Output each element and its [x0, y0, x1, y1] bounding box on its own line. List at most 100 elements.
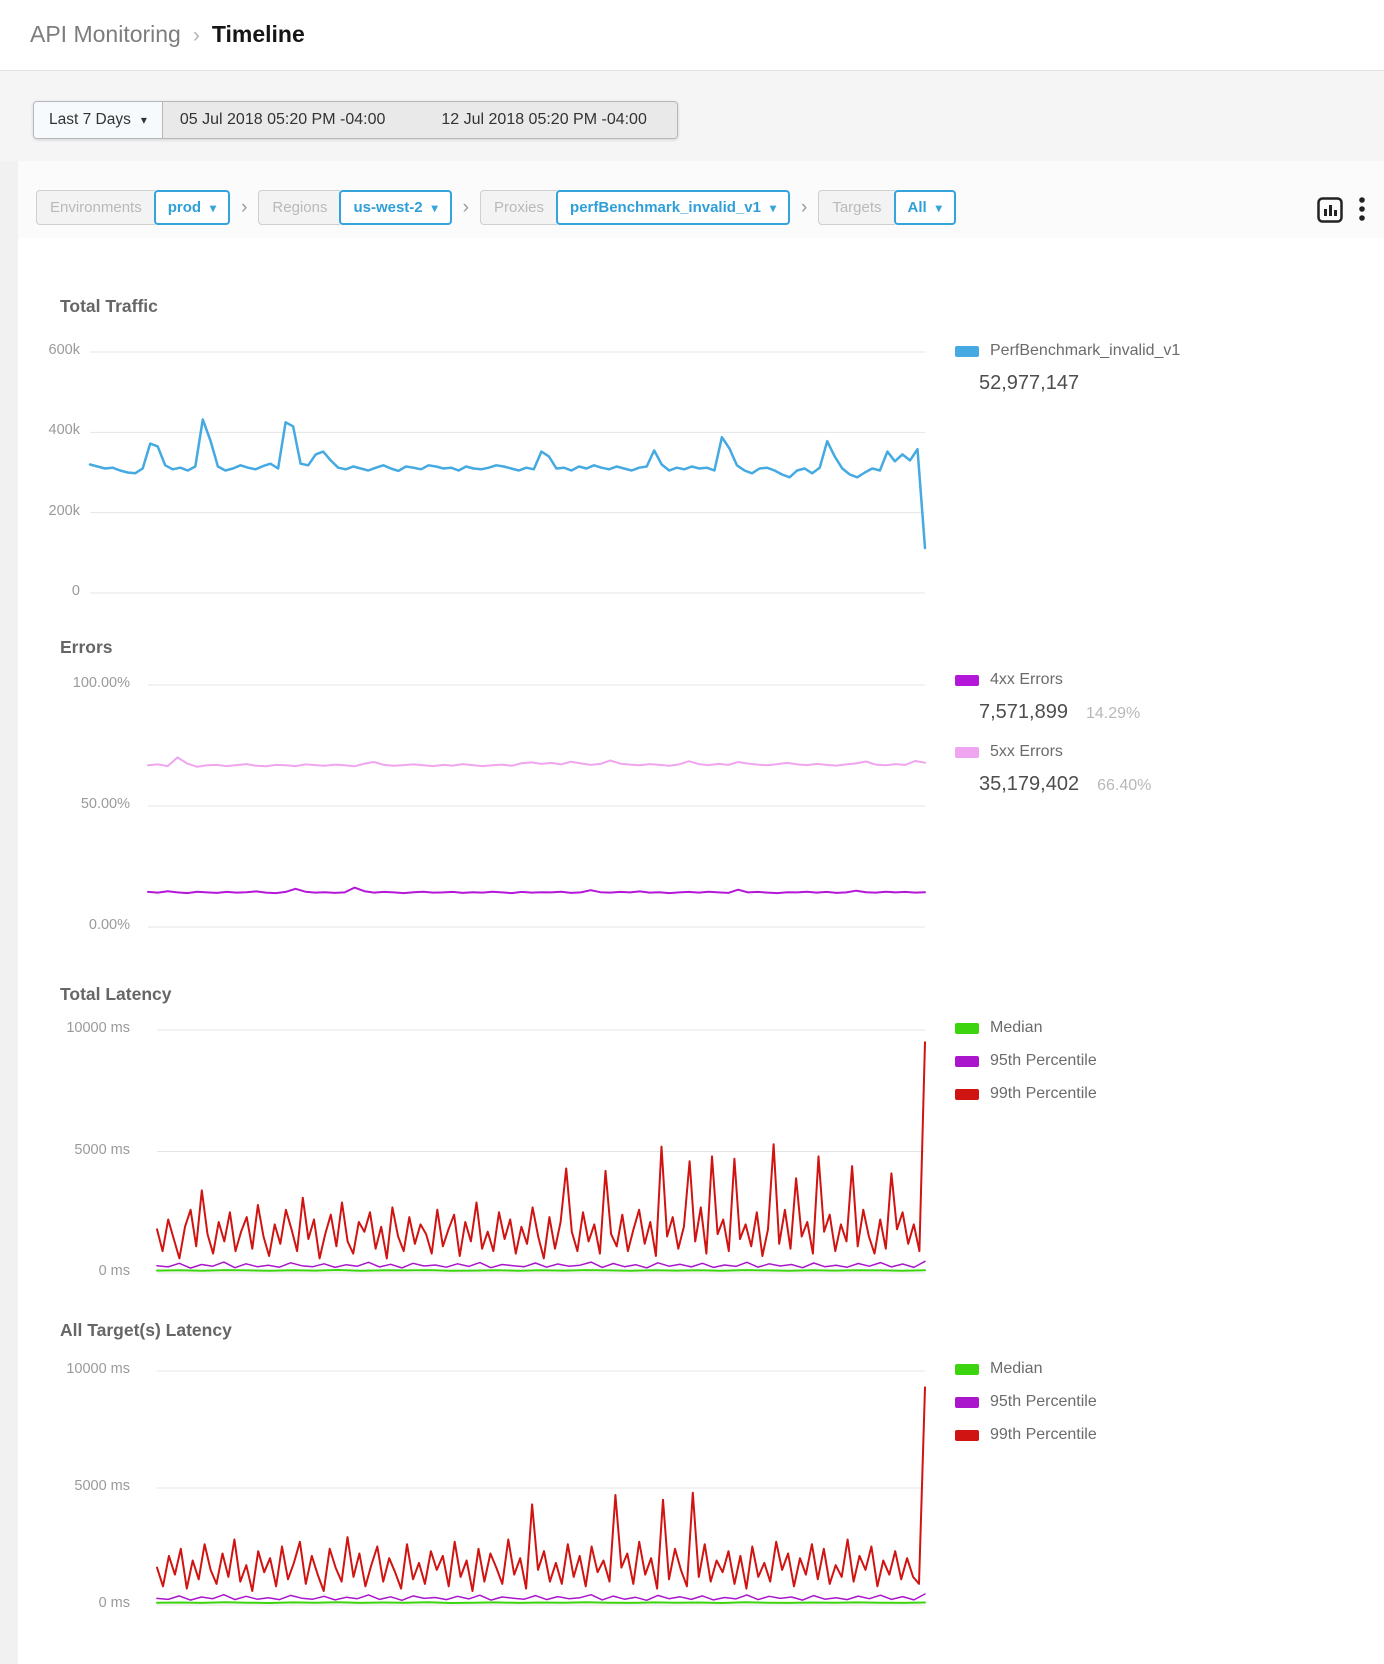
filter-environments: Environments prod ▾ — [36, 190, 231, 225]
y-axis-tick-label: 0 ms — [98, 1595, 130, 1611]
y-axis-tick-label: 0.00% — [88, 917, 130, 933]
legend-item: 99th Percentile — [955, 1082, 1097, 1106]
series-swatch — [955, 1363, 979, 1375]
errors-4xx-count: 7,571,899 — [979, 701, 1068, 723]
view-actions — [1317, 196, 1366, 224]
chart-title-total-traffic: Total Traffic — [60, 296, 158, 316]
total-traffic-legend: PerfBenchmark_invalid_v1 52,977,147 — [955, 339, 1180, 411]
caret-down-icon: ▾ — [140, 113, 147, 127]
legend-item: PerfBenchmark_invalid_v1 — [955, 339, 1180, 363]
y-axis-tick-label: 50.00% — [80, 796, 130, 812]
series-total-value: 7,571,899 14.29% — [979, 701, 1151, 724]
y-axis-tick-label: 10000 ms — [66, 1361, 130, 1377]
series-label: 95th Percentile — [990, 1052, 1097, 1069]
series-label: PerfBenchmark_invalid_v1 — [990, 342, 1181, 359]
chart-title-target-latency: All Target(s) Latency — [60, 1320, 232, 1340]
series-swatch — [955, 1396, 979, 1408]
y-axis-tick-label: 10000 ms — [66, 1020, 130, 1036]
series-label: 99th Percentile — [990, 1085, 1097, 1102]
filter-controls: Environments prod ▾ › Regions us-west-2 … — [36, 190, 956, 225]
filter-proxies-value: perfBenchmark_invalid_v1 — [570, 199, 761, 216]
filter-proxies-dropdown[interactable]: perfBenchmark_invalid_v1 ▾ — [556, 190, 790, 225]
date-range-preset-button[interactable]: Last 7 Days ▾ — [34, 102, 163, 138]
series-total-value: 35,179,402 66.40% — [979, 773, 1151, 796]
y-axis-tick-label: 200k — [48, 502, 80, 519]
filter-environments-dropdown[interactable]: prod ▾ — [153, 190, 231, 225]
charts-panel — [18, 238, 1384, 1664]
target-latency-legend: Median 95th Percentile 99th Percentile — [955, 1357, 1097, 1456]
y-axis-tick-label: 5000 ms — [74, 1478, 130, 1494]
filter-environments-label: Environments — [36, 190, 155, 225]
breadcrumb-chevron-icon: › — [192, 23, 200, 47]
errors-legend: 4xx Errors 7,571,899 14.29% 5xx Errors 3… — [955, 668, 1151, 812]
legend-item: Median — [955, 1357, 1097, 1381]
date-range-display[interactable]: 05 Jul 2018 05:20 PM -04:00 12 Jul 2018 … — [162, 102, 677, 138]
filter-regions-value: us-west-2 — [353, 199, 423, 216]
errors-5xx-percent: 66.40% — [1097, 777, 1152, 794]
filter-proxies-label: Proxies — [480, 190, 558, 225]
breadcrumb: API Monitoring › Timeline — [30, 21, 305, 48]
y-axis-tick-label: 0 — [71, 583, 80, 599]
y-axis-tick-label: 100.00% — [72, 675, 130, 691]
series-swatch — [955, 345, 979, 357]
total-latency-legend: Median 95th Percentile 99th Percentile — [955, 1016, 1097, 1115]
series-swatch — [955, 1088, 979, 1100]
legend-item: 95th Percentile — [955, 1049, 1097, 1073]
filter-regions-dropdown[interactable]: us-west-2 ▾ — [339, 190, 452, 225]
filter-targets-dropdown[interactable]: All ▾ — [893, 190, 956, 225]
caret-down-icon: ▾ — [935, 200, 942, 215]
chart-title-errors: Errors — [60, 637, 113, 657]
date-range-control: Last 7 Days ▾ 05 Jul 2018 05:20 PM -04:0… — [33, 101, 678, 139]
series-label: 95th Percentile — [990, 1393, 1097, 1410]
y-axis-tick-label: 600k — [48, 342, 80, 358]
filter-targets: Targets All ▾ — [818, 190, 956, 225]
date-range-band: Last 7 Days ▾ 05 Jul 2018 05:20 PM -04:0… — [0, 71, 1384, 161]
traffic-total-count: 52,977,147 — [979, 372, 1080, 394]
caret-down-icon: ▾ — [431, 200, 438, 215]
chart-title-total-latency: Total Latency — [60, 984, 172, 1004]
page-title: Timeline — [211, 21, 305, 47]
series-swatch — [955, 674, 979, 686]
legend-item: 95th Percentile — [955, 1390, 1097, 1414]
range-end-datetime: 12 Jul 2018 05:20 PM -04:00 — [441, 111, 647, 128]
caret-down-icon: ▾ — [210, 200, 217, 215]
kebab-menu-icon — [1359, 197, 1365, 221]
chart-view-toggle-button[interactable] — [1317, 197, 1343, 223]
legend-item: Median — [955, 1016, 1097, 1040]
legend-item: 5xx Errors — [955, 740, 1151, 764]
y-axis-tick-label: 5000 ms — [74, 1141, 130, 1158]
more-options-button[interactable] — [1358, 196, 1366, 224]
filter-regions: Regions us-west-2 ▾ — [258, 190, 452, 225]
y-axis-tick-label: 0 ms — [98, 1263, 130, 1279]
page-header: API Monitoring › Timeline — [0, 0, 1384, 71]
legend-item: 4xx Errors — [955, 668, 1151, 692]
filter-targets-value: All — [907, 199, 927, 216]
filter-regions-label: Regions — [258, 190, 341, 225]
breadcrumb-section-api-monitoring[interactable]: API Monitoring — [30, 21, 181, 47]
legend-item: 99th Percentile — [955, 1423, 1097, 1447]
series-swatch — [955, 1429, 979, 1441]
series-label: 5xx Errors — [990, 743, 1063, 760]
series-label: Median — [990, 1019, 1043, 1036]
errors-4xx-percent: 14.29% — [1085, 705, 1141, 722]
y-axis-tick-label: 400k — [48, 422, 80, 439]
series-label: 99th Percentile — [990, 1426, 1097, 1443]
filter-chevron-separator-icon: › — [800, 196, 808, 218]
errors-5xx-count: 35,179,402 — [979, 773, 1080, 795]
series-label: 4xx Errors — [990, 671, 1063, 688]
caret-down-icon: ▾ — [769, 200, 776, 215]
page-left-gutter — [0, 161, 18, 1664]
filter-environments-value: prod — [167, 199, 202, 216]
series-swatch — [955, 1022, 979, 1034]
filter-proxies: Proxies perfBenchmark_invalid_v1 ▾ — [480, 190, 790, 225]
filter-chevron-separator-icon: › — [241, 196, 248, 218]
series-swatch — [955, 746, 979, 758]
series-swatch — [955, 1055, 979, 1067]
series-label: Median — [990, 1360, 1043, 1377]
filter-chevron-separator-icon: › — [462, 196, 469, 218]
date-range-preset-label: Last 7 Days — [49, 111, 131, 128]
range-start-datetime: 05 Jul 2018 05:20 PM -04:00 — [179, 111, 386, 128]
bar-chart-icon — [1317, 197, 1343, 223]
filter-targets-label: Targets — [818, 190, 895, 225]
